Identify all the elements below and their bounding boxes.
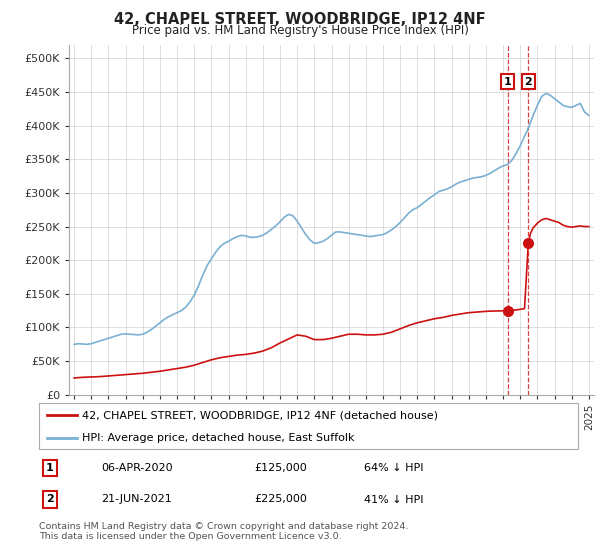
Text: 06-APR-2020: 06-APR-2020 [101, 463, 173, 473]
Text: £125,000: £125,000 [254, 463, 307, 473]
Text: Price paid vs. HM Land Registry's House Price Index (HPI): Price paid vs. HM Land Registry's House … [131, 24, 469, 36]
Text: Contains HM Land Registry data © Crown copyright and database right 2024.
This d: Contains HM Land Registry data © Crown c… [39, 522, 409, 542]
Text: 2: 2 [46, 494, 53, 505]
Text: 1: 1 [504, 77, 512, 87]
Text: 1: 1 [46, 463, 53, 473]
Text: 41% ↓ HPI: 41% ↓ HPI [364, 494, 423, 505]
Text: £225,000: £225,000 [254, 494, 307, 505]
Text: 42, CHAPEL STREET, WOODBRIDGE, IP12 4NF: 42, CHAPEL STREET, WOODBRIDGE, IP12 4NF [114, 12, 486, 27]
Text: 21-JUN-2021: 21-JUN-2021 [101, 494, 172, 505]
Text: 2: 2 [524, 77, 532, 87]
Text: 64% ↓ HPI: 64% ↓ HPI [364, 463, 423, 473]
FancyBboxPatch shape [39, 404, 578, 449]
Text: 42, CHAPEL STREET, WOODBRIDGE, IP12 4NF (detached house): 42, CHAPEL STREET, WOODBRIDGE, IP12 4NF … [82, 410, 439, 421]
Text: HPI: Average price, detached house, East Suffolk: HPI: Average price, detached house, East… [82, 433, 355, 444]
